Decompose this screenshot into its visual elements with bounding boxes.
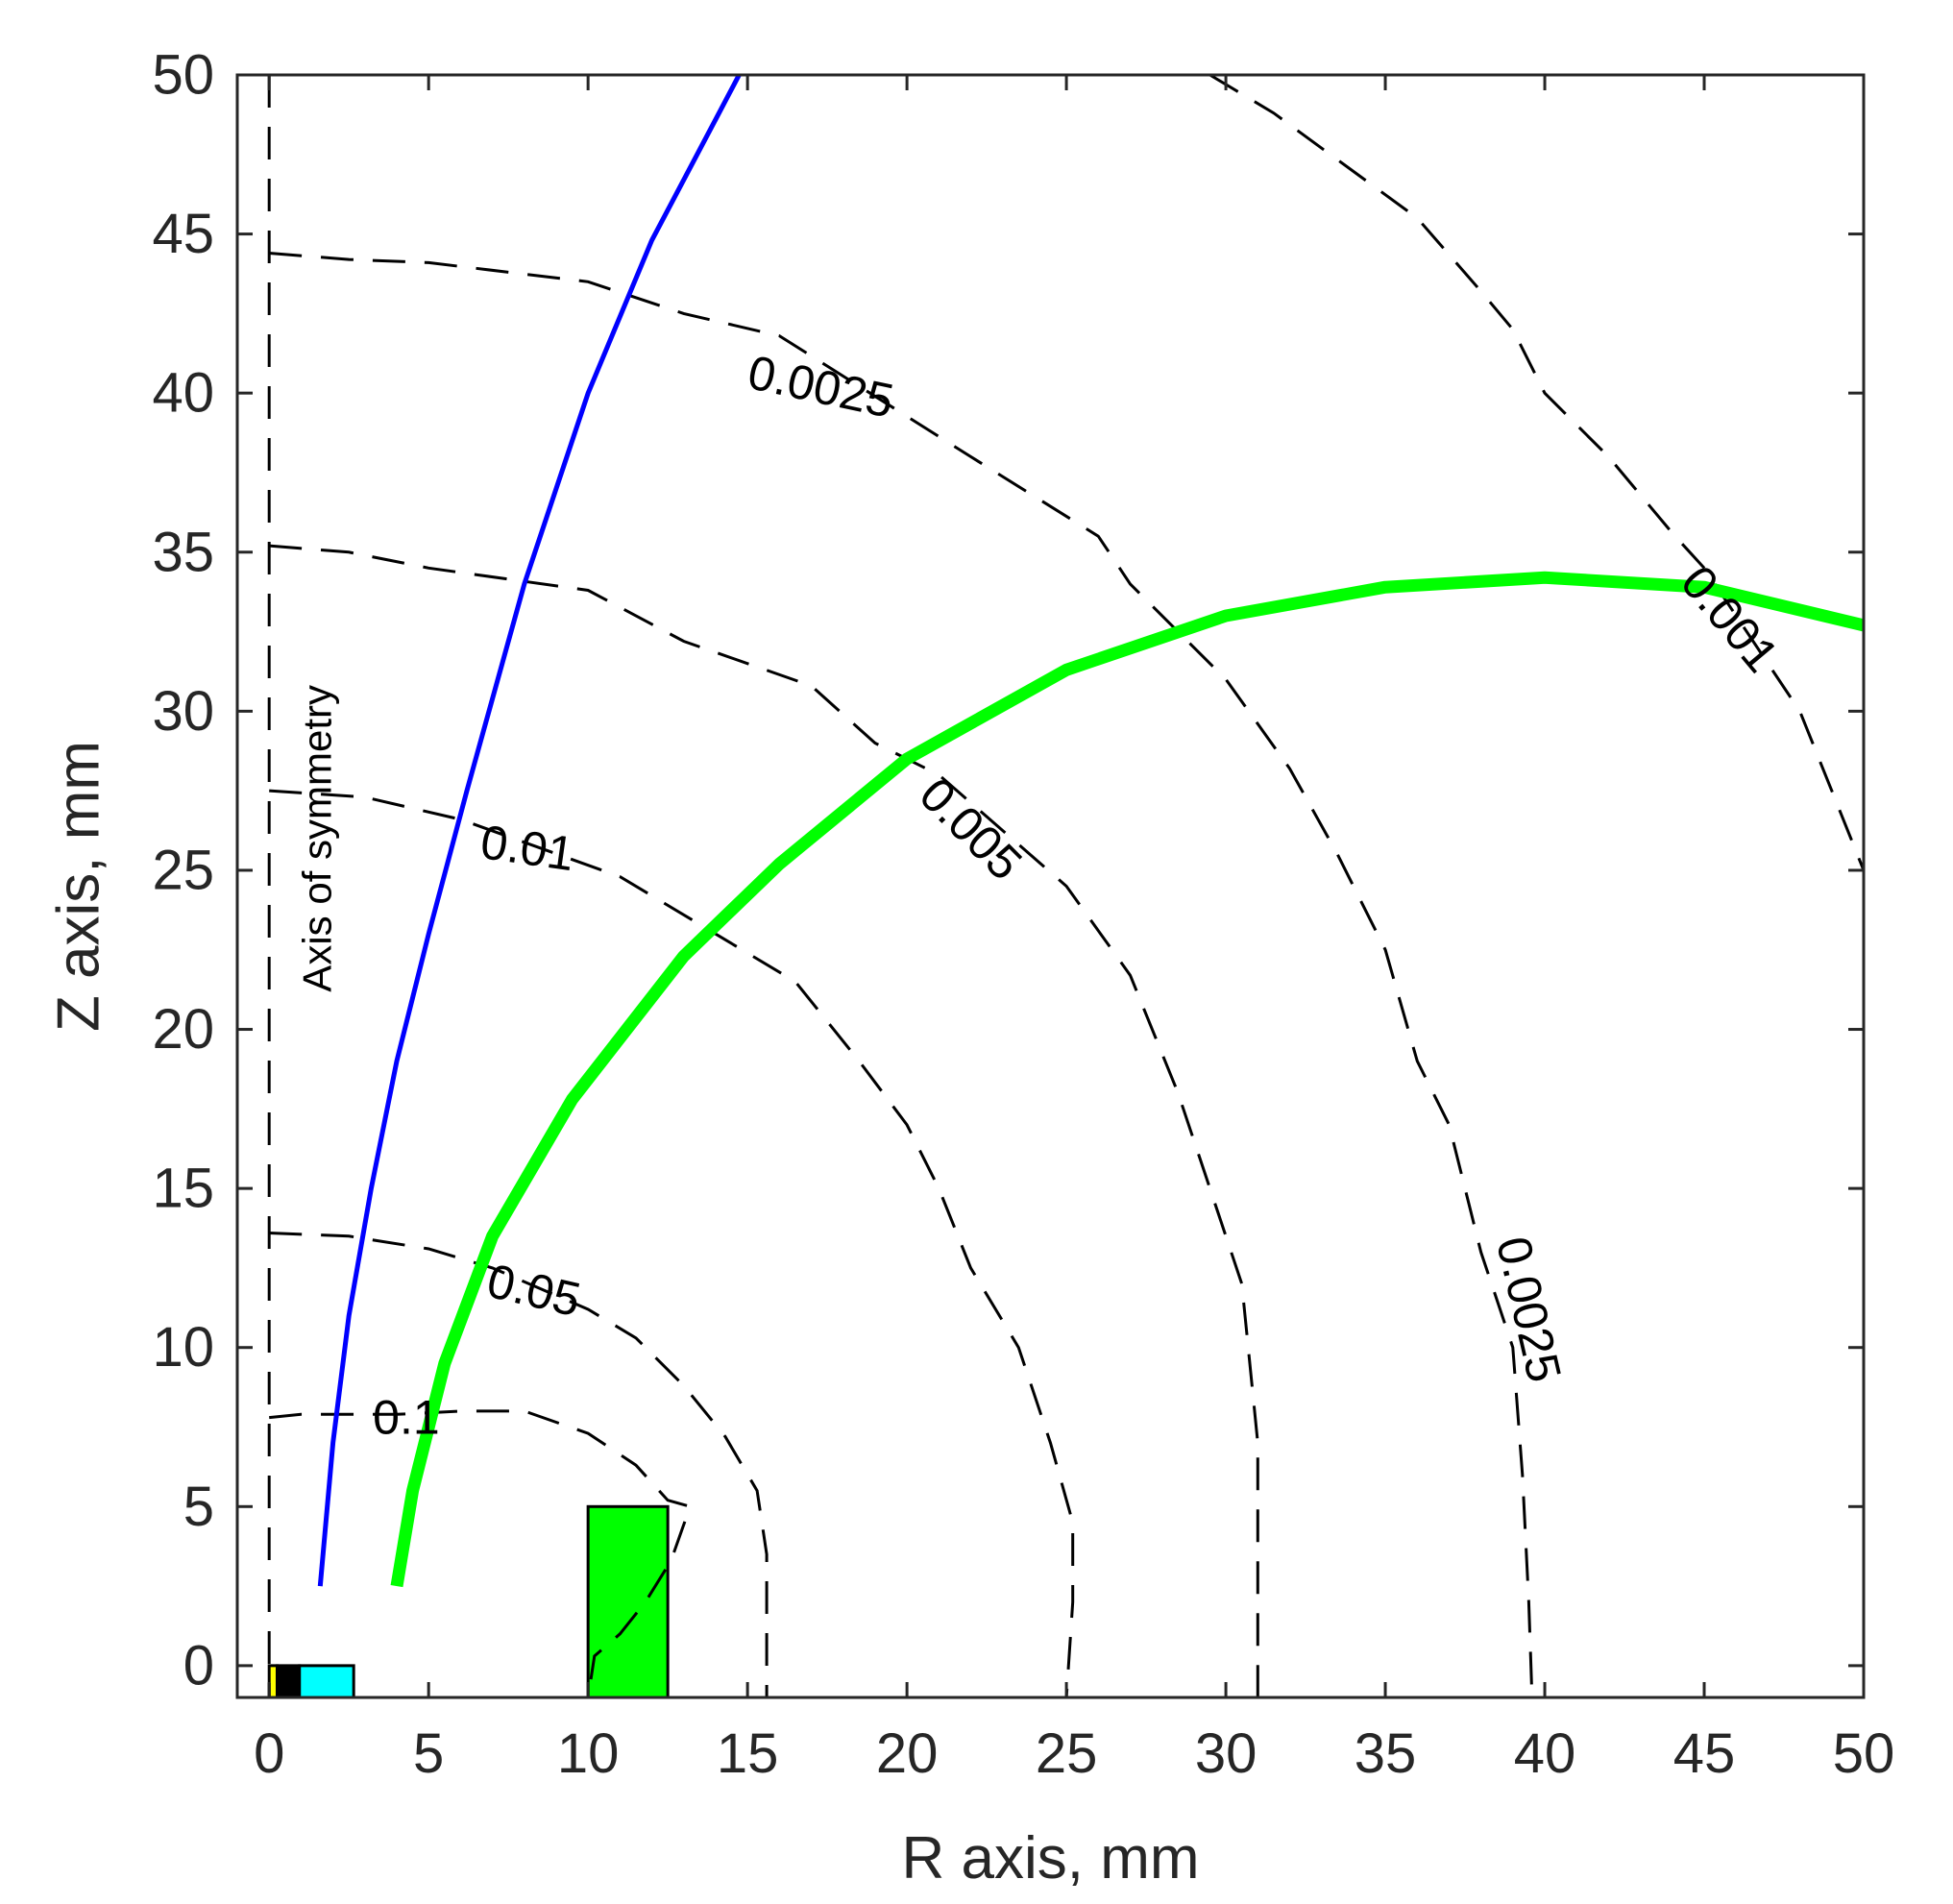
contour-line-0.01 (269, 789, 1075, 1697)
shape-rect-0 (586, 1504, 670, 1697)
y-tick-label: 50 (152, 44, 214, 107)
contour-line-0.005 (269, 544, 1259, 1697)
contour-layer (269, 75, 1864, 1697)
tick-layer: 0 5 10 15 20 25 30 35 40 45 50 0 5 10 15 20 25 30 35 40 45 50 (152, 44, 1894, 1786)
x-tick-label: 10 (557, 1722, 620, 1785)
shapes-layer (267, 1504, 670, 1697)
y-tick-label: 40 (152, 362, 214, 425)
x-tick-label: 50 (1833, 1722, 1895, 1785)
y-tick-label: 30 (152, 680, 214, 743)
x-tick-label: 15 (717, 1722, 779, 1785)
y-tick-label: 5 (183, 1476, 214, 1538)
contour-label-0.05-0: 0.05 (482, 1254, 585, 1327)
y-tick-label: 15 (152, 1158, 214, 1220)
series-curve-1 (390, 571, 1864, 1588)
contour-line-0.05 (269, 1232, 769, 1697)
contour-line-0.001 (1208, 75, 1864, 871)
annotation-layer: Axis of symmetry (294, 685, 339, 992)
x-axis-label: R axis, mm (902, 1825, 1200, 1892)
x-tick-label: 35 (1355, 1722, 1417, 1785)
y-tick-label: 45 (152, 203, 214, 265)
x-tick-label: 20 (876, 1722, 939, 1785)
annotation-axis-of-symmetry: Axis of symmetry (294, 685, 339, 992)
y-tick-label: 0 (183, 1634, 214, 1697)
contour-line-0.1 (269, 1409, 693, 1697)
x-tick-label: 25 (1036, 1722, 1098, 1785)
plot-area (267, 75, 1864, 1697)
x-tick-label: 0 (254, 1722, 284, 1785)
y-tick-label: 35 (152, 521, 214, 583)
series-layer (317, 75, 1864, 1588)
x-tick-label: 30 (1195, 1722, 1257, 1785)
contour-label-0.1-0: 0.1 (373, 1391, 440, 1445)
shape-rect-3 (298, 1664, 355, 1697)
shape-rect-2 (275, 1664, 302, 1697)
y-tick-label: 25 (152, 839, 214, 901)
contour-label-0.001-0: 0.001 (1671, 555, 1789, 682)
y-tick-label: 10 (152, 1316, 214, 1379)
x-tick-label: 40 (1514, 1722, 1576, 1785)
y-tick-label: 20 (152, 998, 214, 1061)
plot-frame (235, 73, 1866, 1699)
y-axis-label: Z axis, mm (46, 741, 112, 1032)
contour-line-0.0025 (269, 252, 1534, 1697)
x-tick-label: 5 (413, 1722, 444, 1785)
series-curve-0 (317, 75, 743, 1587)
contour-label-0.005-0: 0.005 (909, 768, 1032, 891)
contour-label-0.01-0: 0.01 (477, 815, 577, 881)
x-tick-label: 45 (1673, 1722, 1736, 1785)
contour-label-0.0025-0: 0.0025 (744, 345, 898, 428)
